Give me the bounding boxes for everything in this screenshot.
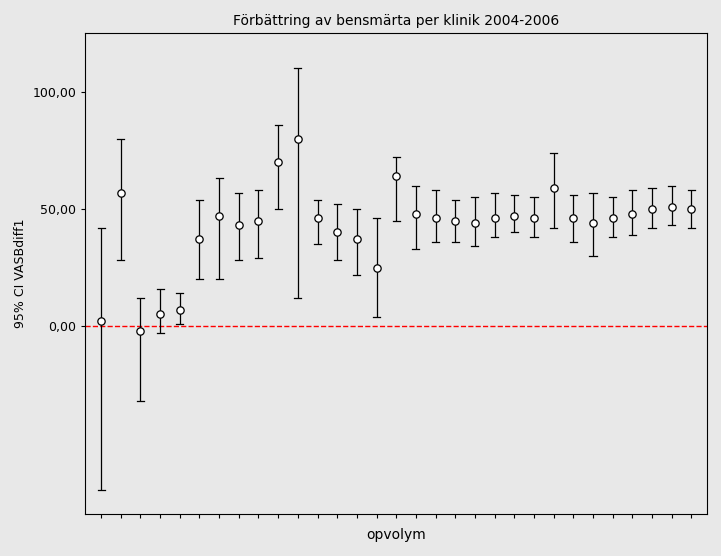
Point <box>351 235 363 244</box>
Point <box>646 205 658 214</box>
Point <box>311 214 323 223</box>
Point <box>627 209 638 218</box>
Point <box>95 317 107 326</box>
Point <box>115 188 126 197</box>
Point <box>489 214 500 223</box>
Point <box>135 326 146 335</box>
Point <box>371 263 382 272</box>
Point <box>607 214 619 223</box>
Point <box>292 134 304 143</box>
Point <box>528 214 540 223</box>
Point <box>273 158 284 167</box>
Point <box>233 221 244 230</box>
Point <box>194 235 205 244</box>
Point <box>587 219 598 227</box>
Point <box>469 219 481 227</box>
Point <box>430 214 441 223</box>
X-axis label: opvolym: opvolym <box>366 528 426 542</box>
Point <box>548 183 559 192</box>
Point <box>174 305 185 314</box>
Point <box>449 216 461 225</box>
Point <box>213 211 225 220</box>
Point <box>391 172 402 181</box>
Point <box>686 205 697 214</box>
Title: Förbättring av bensmärta per klinik 2004-2006: Förbättring av bensmärta per klinik 2004… <box>233 14 559 28</box>
Point <box>332 228 343 237</box>
Y-axis label: 95% CI VASBdiff1: 95% CI VASBdiff1 <box>14 219 27 328</box>
Point <box>508 211 520 220</box>
Point <box>253 216 265 225</box>
Point <box>410 209 422 218</box>
Point <box>666 202 678 211</box>
Point <box>154 310 166 319</box>
Point <box>567 214 579 223</box>
